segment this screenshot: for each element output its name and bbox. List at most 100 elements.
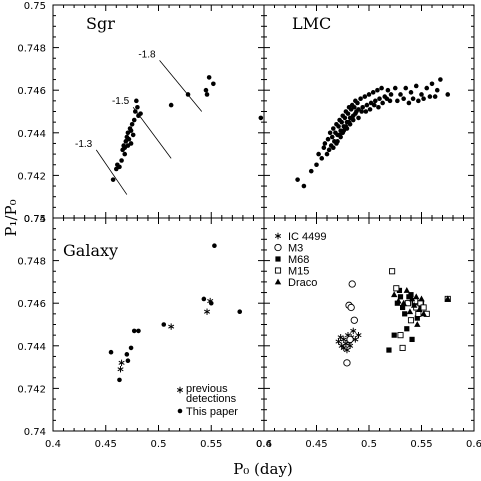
data-point	[126, 136, 132, 142]
y-tick-label: 0.748	[17, 257, 46, 268]
data-point	[373, 98, 378, 104]
x-tick-label: 0.4	[256, 439, 272, 450]
data-point	[208, 300, 214, 306]
legend-marker	[275, 256, 281, 262]
y-tick-label: 0.75	[24, 214, 46, 225]
data-point	[414, 321, 421, 327]
star-stroke	[274, 233, 282, 239]
data-point	[409, 336, 415, 343]
data-point	[377, 96, 382, 102]
data-point	[331, 145, 336, 151]
data-point	[346, 335, 354, 344]
data-point	[324, 151, 330, 157]
data-point	[360, 104, 366, 110]
star-stroke	[340, 337, 347, 342]
data-point	[353, 111, 358, 116]
data-point	[117, 366, 124, 373]
data-point	[203, 87, 209, 93]
data-point	[316, 151, 321, 157]
legend-marker	[274, 278, 282, 285]
data-point	[334, 141, 339, 146]
data-point	[420, 310, 427, 317]
star-stroke	[340, 345, 347, 350]
data-point	[367, 107, 373, 112]
panel-title: LMC	[292, 14, 331, 33]
star-stroke	[168, 324, 175, 329]
data-point	[350, 327, 357, 335]
data-point	[395, 297, 402, 304]
star-stroke	[118, 360, 125, 365]
data-point	[385, 87, 391, 93]
legend-marker	[177, 408, 183, 414]
data-point	[118, 359, 125, 367]
axes-layer	[52, 4, 475, 432]
data-point	[421, 96, 426, 102]
x-tick-label: 0.4	[45, 439, 61, 450]
data-point	[130, 132, 136, 138]
star-stroke	[176, 387, 184, 393]
data-point	[348, 280, 356, 288]
data-point	[396, 287, 403, 294]
y-tick-label: 0.742	[17, 171, 46, 182]
y-tick-label: 0.744	[17, 129, 46, 140]
data-point	[206, 75, 212, 80]
data-point	[350, 316, 358, 324]
data-point	[362, 94, 368, 99]
y-tick-label: 0.746	[17, 86, 46, 97]
legend-label: M3	[288, 243, 303, 255]
data-point	[128, 345, 134, 351]
data-point	[345, 111, 351, 116]
data-point	[343, 124, 349, 129]
x-axis-title: P₀ (day)	[233, 460, 293, 478]
data-point	[397, 294, 404, 300]
data-point	[415, 310, 422, 317]
data-point	[117, 377, 122, 383]
data-point	[406, 308, 414, 315]
data-point	[314, 162, 319, 168]
y-tick-label: 0.75	[24, 1, 46, 12]
star-stroke	[117, 367, 124, 372]
data-point	[321, 145, 327, 151]
metallicity-line	[132, 107, 172, 159]
data-point	[119, 158, 124, 163]
data-point	[438, 77, 443, 82]
data-point	[131, 117, 137, 123]
data-point	[339, 119, 345, 125]
data-point	[410, 301, 418, 308]
data-point	[325, 136, 331, 142]
data-point	[327, 130, 333, 136]
legend-marker	[274, 232, 282, 240]
data-point	[352, 104, 357, 110]
metallicity-line	[159, 60, 203, 112]
x-tick-label: 0.6	[466, 439, 481, 450]
data-point	[258, 115, 264, 121]
data-point	[134, 98, 139, 104]
data-point	[131, 328, 137, 334]
star-stroke	[207, 299, 214, 304]
data-point	[404, 326, 410, 332]
data-point	[418, 295, 425, 302]
data-point	[427, 94, 433, 99]
data-point	[398, 92, 403, 97]
legend-marker	[274, 243, 282, 252]
data-point	[416, 306, 423, 312]
data-point	[349, 115, 355, 121]
data-point	[392, 85, 398, 91]
data-point	[401, 96, 406, 102]
legend-marker	[274, 267, 282, 274]
data-point	[397, 332, 404, 339]
data-point	[408, 292, 414, 298]
data-point	[201, 296, 207, 302]
data-point	[346, 119, 352, 125]
data-point	[370, 90, 376, 95]
data-point	[132, 109, 138, 114]
data-point	[138, 111, 143, 116]
metallicity-label: -1.8	[138, 49, 156, 60]
data-point	[434, 87, 440, 93]
data-point	[124, 352, 130, 357]
legend-marker	[176, 386, 184, 394]
data-point	[420, 304, 427, 311]
